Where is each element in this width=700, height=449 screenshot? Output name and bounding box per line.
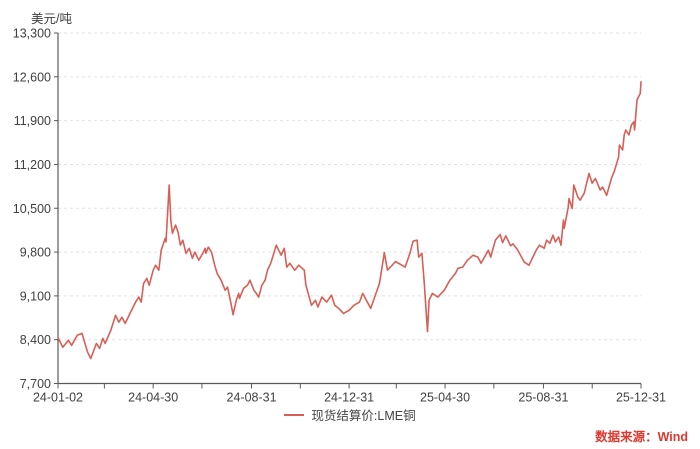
y-tick-label: 9,800 bbox=[20, 246, 51, 260]
x-tick-label: 24-01-02 bbox=[33, 391, 83, 405]
x-tick-label: 24-04-30 bbox=[128, 391, 178, 405]
y-tick-label: 10,500 bbox=[13, 202, 51, 216]
y-tick-label: 9,100 bbox=[20, 289, 51, 303]
x-tick-label: 25-04-30 bbox=[420, 391, 470, 405]
y-tick-label: 11,200 bbox=[14, 158, 51, 172]
x-tick-label: 24-12-31 bbox=[324, 391, 374, 405]
legend: 现货结算价:LME铜 bbox=[0, 405, 700, 424]
price-line bbox=[57, 81, 642, 360]
x-tick-label: 24-08-31 bbox=[227, 391, 277, 405]
legend-line-swatch bbox=[284, 413, 305, 416]
data-source-note: 数据来源：Wind bbox=[595, 430, 688, 444]
x-tick-label: 25-12-31 bbox=[616, 391, 666, 405]
legend-label: 现货结算价:LME铜 bbox=[311, 409, 416, 423]
y-tick-label: 11,900 bbox=[14, 114, 51, 128]
y-tick-label: 8,400 bbox=[20, 333, 51, 347]
y-tick-label: 13,300 bbox=[13, 27, 51, 41]
y-tick-label: 7,700 bbox=[20, 377, 51, 391]
x-tick-label: 25-08-31 bbox=[518, 391, 568, 405]
y-axis-title: 美元/吨 bbox=[31, 12, 72, 26]
y-tick-label: 12,600 bbox=[13, 70, 51, 84]
